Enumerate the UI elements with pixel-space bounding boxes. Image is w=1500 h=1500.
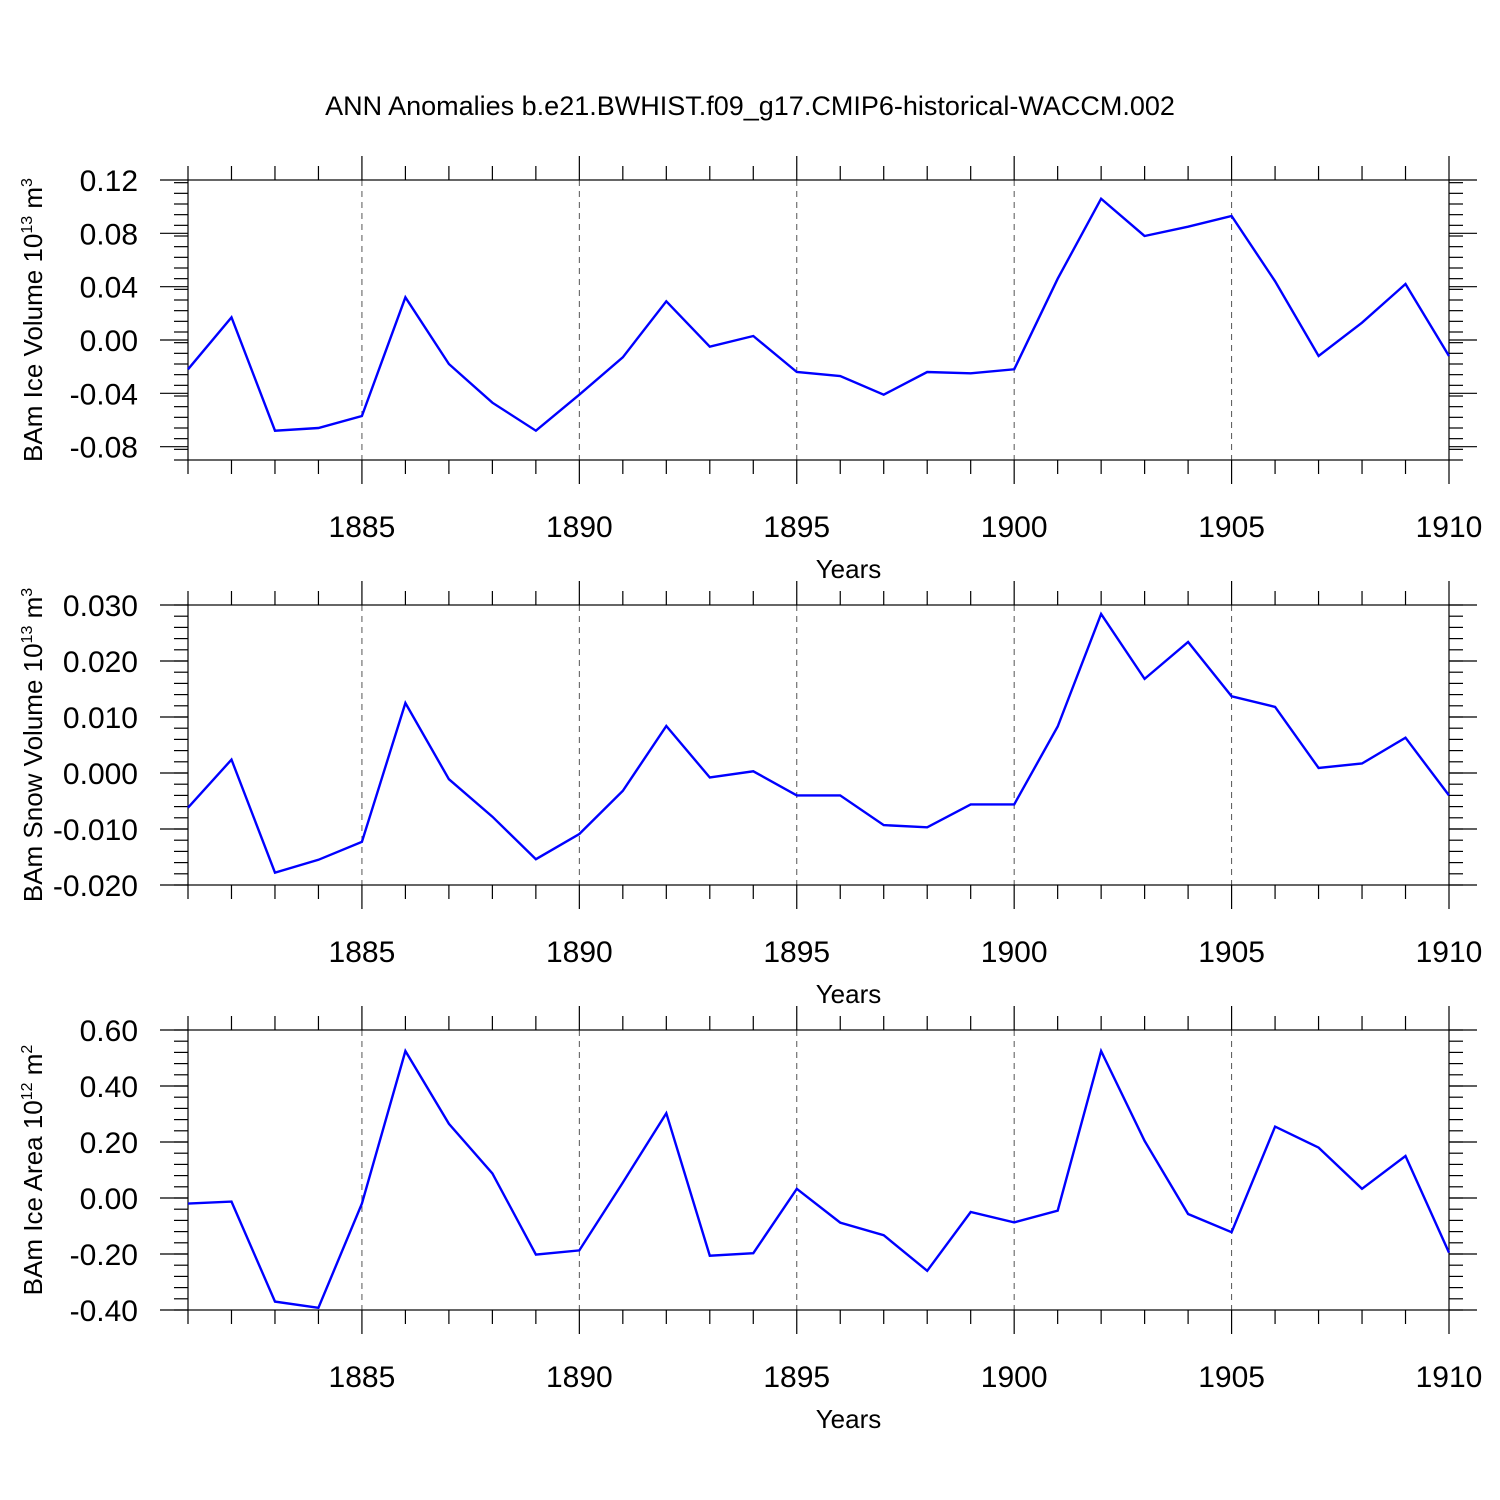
ice-area-x-tick-label: 1885 [329,1361,396,1394]
snow-volume-x-tick-label: 1885 [329,936,396,969]
snow-volume-y-tick-label: 0.010 [63,702,138,735]
ice-volume-y-axis-label: BAm Ice Volume 1013 m3 [18,178,48,462]
ice-area-y-tick-label: -0.40 [70,1295,138,1328]
snow-volume-y-tick-label: -0.020 [53,870,138,903]
ice-area-x-tick-label: 1900 [981,1361,1048,1394]
snow-volume-y-tick-label: 0.000 [63,758,138,791]
ice-area-y-tick-label: -0.20 [70,1239,138,1272]
ice-area-series-line [187,1047,1451,1310]
snow-volume-x-tick-label: 1910 [1416,936,1483,969]
snow-volume-panel: 1885 1890 1895 1900 1905 1910 -0.020 -0.010 0.00… [18,581,1482,1009]
ice-area-x-tick-label: 1890 [546,1361,613,1394]
ice-area-plot-frame [187,1029,1450,1311]
snow-volume-x-tick-label: 1905 [1198,936,1265,969]
ice-volume-x-axis-label: Years [816,554,882,584]
ice-volume-x-tick-label: 1885 [329,511,396,544]
snow-volume-plot-frame [187,604,1450,886]
snow-volume-series-line [187,611,1450,875]
ice-volume-series-line [187,196,1451,433]
snow-volume-y-tick-label: 0.030 [63,590,138,623]
snow-volume-y-tick-label: 0.020 [63,646,138,679]
ice-area-x-tick-label: 1910 [1416,1361,1483,1394]
ice-area-y-tick-label: 0.00 [80,1183,138,1216]
ice-area-y-tick-label: 0.60 [80,1015,138,1048]
ice-volume-y-tick-label: 0.12 [80,165,138,198]
snow-volume-x-tick-label: 1895 [763,936,830,969]
ice-area-x-tick-label: 1895 [763,1361,830,1394]
ice-volume-y-tick-label: -0.08 [70,432,138,465]
ice-area-y-axis-label: BAm Ice Area 1012 m2 [18,1045,48,1296]
ice-area-y-tick-label: 0.20 [80,1127,138,1160]
snow-volume-y-axis-label: BAm Snow Volume 1013 m3 [18,588,48,902]
ice-volume-y-tick-label: -0.04 [70,378,138,411]
snow-volume-y-tick-label: -0.010 [53,814,138,847]
snow-volume-x-tick-label: 1900 [981,936,1048,969]
ice-volume-x-tick-label: 1895 [763,511,830,544]
snow-volume-x-tick-label: 1890 [546,936,613,969]
ice-volume-x-tick-label: 1905 [1198,511,1265,544]
ice-volume-y-tick-label: 0.04 [80,272,138,305]
ice-volume-y-tick-label: 0.08 [80,218,138,251]
ice-volume-x-tick-label: 1890 [546,511,613,544]
ice-area-y-tick-label: 0.40 [80,1071,138,1104]
ice-area-x-tick-label: 1905 [1198,1361,1265,1394]
ice-volume-plot-frame [187,179,1450,461]
ice-volume-x-tick-label: 1900 [981,511,1048,544]
ice-volume-y-tick-label: 0.00 [80,325,138,358]
ice-area-x-axis-label: Years [816,1404,882,1434]
figure-title: ANN Anomalies b.e21.BWHIST.f09_g17.CMIP6… [325,91,1175,121]
ice-volume-panel: 1885 1890 1895 1900 1905 1910 -0.08 -0.04 0.00 0.… [18,156,1482,584]
ice-area-panel: 1885 1890 1895 1900 1905 1910 -0.40 -0.20 0.00 0.… [18,1006,1482,1434]
ice-volume-x-tick-label: 1910 [1416,511,1483,544]
snow-volume-x-axis-label: Years [816,979,882,1009]
